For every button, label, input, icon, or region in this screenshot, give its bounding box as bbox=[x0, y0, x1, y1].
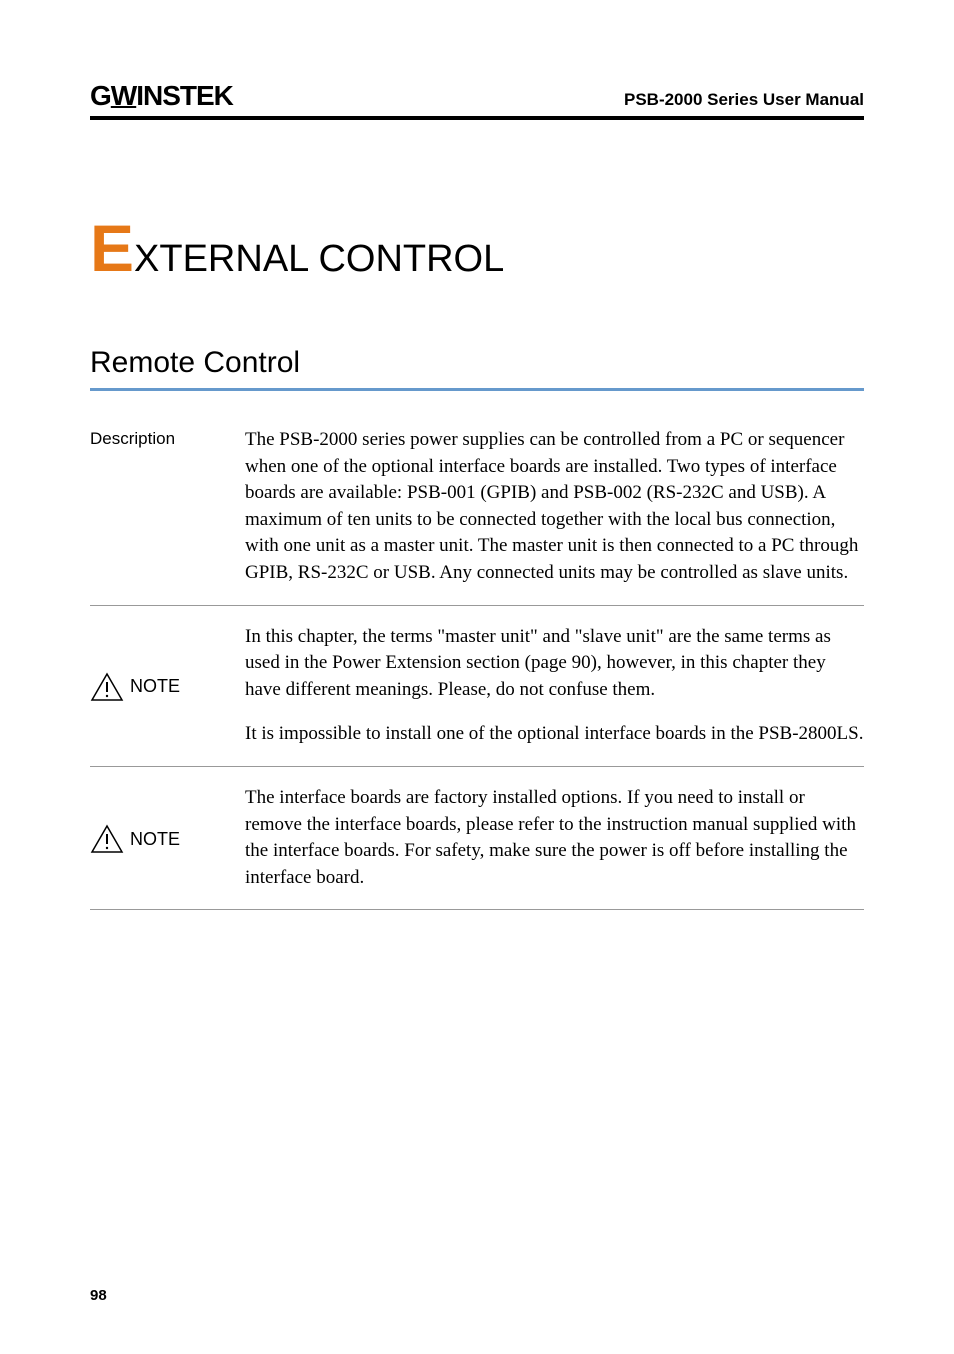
chapter-first-letter: E bbox=[90, 211, 134, 285]
section-title: Remote Control bbox=[90, 346, 864, 391]
note-label-container: NOTE bbox=[90, 785, 245, 891]
row-label: Description bbox=[90, 427, 245, 587]
chapter-rest: XTERNAL CONTROL bbox=[134, 238, 504, 280]
note-text: NOTE bbox=[130, 676, 180, 697]
logo-underline: W bbox=[111, 80, 136, 111]
header-manual-title: PSB-2000 Series User Manual bbox=[624, 90, 864, 110]
row-body: The interface boards are factory install… bbox=[245, 785, 864, 891]
paragraph: The interface boards are factory install… bbox=[245, 785, 864, 891]
paragraph: In this chapter, the terms "master unit"… bbox=[245, 624, 864, 704]
logo-part-2: INSTEK bbox=[136, 80, 233, 111]
note-text: NOTE bbox=[130, 829, 180, 850]
row-body: The PSB-2000 series power supplies can b… bbox=[245, 427, 864, 587]
content-row-note: NOTE The interface boards are factory in… bbox=[90, 785, 864, 910]
brand-logo: GWINSTEK bbox=[90, 80, 233, 112]
page-number: 98 bbox=[90, 1287, 107, 1304]
paragraph: It is impossible to install one of the o… bbox=[245, 721, 864, 748]
content-row-description: Description The PSB-2000 series power su… bbox=[90, 427, 864, 606]
content-row-note: NOTE In this chapter, the terms "master … bbox=[90, 624, 864, 767]
warning-triangle-icon bbox=[90, 672, 124, 702]
paragraph: The PSB-2000 series power supplies can b… bbox=[245, 427, 864, 587]
warning-triangle-icon bbox=[90, 824, 124, 854]
page-header: GWINSTEK PSB-2000 Series User Manual bbox=[90, 80, 864, 120]
logo-part-1: G bbox=[90, 80, 111, 111]
row-body: In this chapter, the terms "master unit"… bbox=[245, 624, 864, 748]
note-label-container: NOTE bbox=[90, 624, 245, 748]
chapter-title: EXTERNAL CONTROL bbox=[90, 210, 864, 286]
